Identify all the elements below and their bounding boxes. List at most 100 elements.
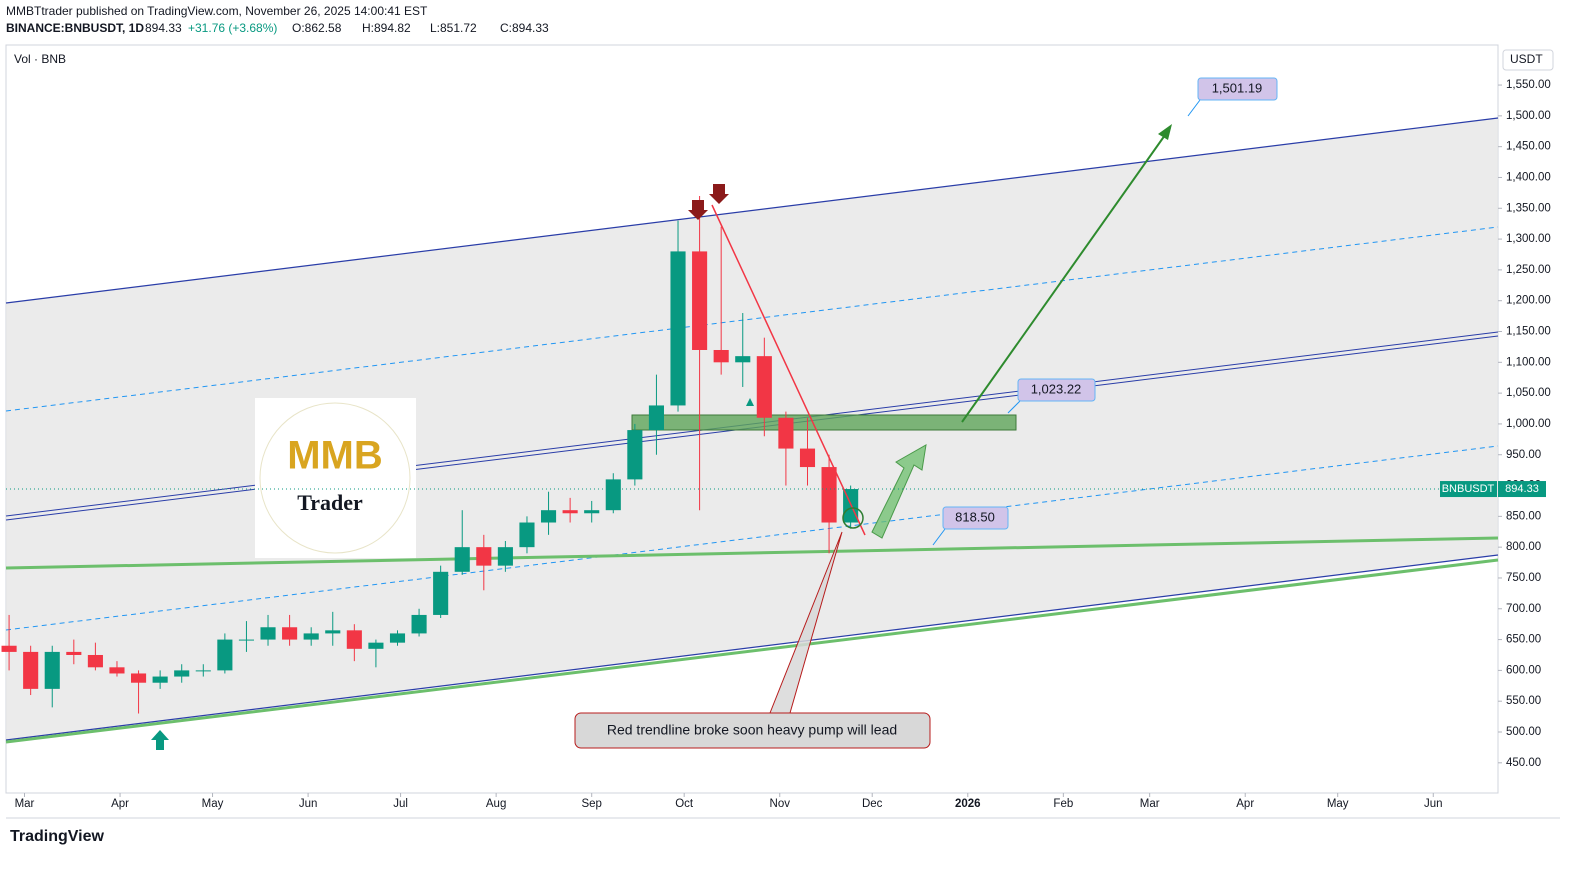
- x-tick-label: Mar: [1140, 798, 1160, 810]
- currency: USDT: [1510, 52, 1543, 66]
- low: L:851.72: [430, 21, 477, 35]
- publisher: MMBTtrader published on TradingView.com,…: [6, 4, 428, 18]
- candle-body: [756, 356, 772, 418]
- x-tick-label: Aug: [486, 798, 506, 810]
- x-tick-label: Sep: [581, 798, 601, 810]
- change: +31.76 (+3.68%): [188, 21, 277, 35]
- symbol-tag-text: BNBUSDT: [1442, 483, 1495, 495]
- candle-body: [605, 479, 621, 511]
- y-tick-label: 650.00: [1506, 634, 1541, 646]
- x-tick-label: May: [1327, 798, 1349, 810]
- support-line: [5, 558, 1499, 744]
- candle-body: [433, 571, 449, 615]
- candle-body: [217, 639, 233, 671]
- candle-body: [44, 651, 60, 689]
- down-arrow: [688, 200, 708, 220]
- channel-dash: [5, 445, 1499, 631]
- candle-body: [23, 651, 39, 689]
- channel-top: [5, 117, 1499, 304]
- candle-body: [87, 654, 103, 668]
- y-tick-label: 1,200.00: [1506, 295, 1551, 307]
- x-tick-label: Apr: [111, 798, 129, 810]
- target-arrow: [961, 127, 1171, 423]
- candle-body: [562, 510, 578, 514]
- last: 894.33: [145, 21, 182, 35]
- trendline: [711, 204, 866, 536]
- candle-body: [540, 510, 557, 523]
- x-tick-label: May: [202, 798, 224, 810]
- x-tick-label: Mar: [15, 798, 35, 810]
- candle-body: [476, 547, 492, 566]
- candle-body: [303, 633, 319, 640]
- candle-body: [174, 670, 190, 677]
- y-tick-label: 1,150.00: [1506, 326, 1551, 338]
- x-tick-label: Dec: [862, 798, 883, 810]
- y-tick-label: 1,550.00: [1506, 79, 1551, 91]
- candle-body: [648, 405, 664, 431]
- close: C:894.33: [500, 21, 549, 35]
- candle-body: [454, 547, 470, 572]
- highlight-circle: [842, 507, 864, 529]
- logo-top: MMB: [287, 434, 383, 478]
- candle-body: [627, 430, 643, 480]
- candle-body: [131, 673, 147, 683]
- candle-body: [821, 467, 837, 523]
- footer: TradingView: [10, 828, 105, 845]
- candle-body: [584, 510, 600, 514]
- y-tick-label: 1,450.00: [1506, 141, 1551, 153]
- price-label: [942, 506, 1009, 530]
- y-tick-label: 1,400.00: [1506, 172, 1551, 184]
- candle-body: [411, 614, 427, 634]
- candle-body: [497, 547, 513, 566]
- price-label-text: 818.50: [955, 509, 995, 524]
- candle-body: [389, 633, 406, 643]
- open: O:862.58: [292, 21, 342, 35]
- candle-body: [238, 639, 254, 641]
- label-leader: [1187, 99, 1201, 117]
- fat-arrow: [871, 444, 927, 539]
- label-leader: [1007, 400, 1021, 414]
- support-line: [5, 536, 1499, 570]
- up-arrow: [151, 730, 169, 750]
- high: H:894.82: [362, 21, 411, 35]
- candle-body: [282, 627, 298, 640]
- candle-body: [66, 651, 82, 655]
- price-tag-text: 894.33: [1505, 483, 1539, 495]
- label-leader: [932, 528, 946, 546]
- x-tick-label: Jul: [393, 798, 408, 810]
- callout-text: Red trendline broke soon heavy pump will…: [607, 722, 897, 738]
- x-tick-label: Jun: [299, 798, 318, 810]
- symbol-tag: [1440, 481, 1497, 498]
- y-tick-label: 1,100.00: [1506, 356, 1551, 368]
- price-label-text: 1,501.19: [1212, 80, 1263, 95]
- price-label: [1197, 77, 1278, 101]
- arrow-head: [1158, 124, 1172, 140]
- candle-body: [260, 627, 276, 640]
- y-tick-label: 800.00: [1506, 541, 1541, 553]
- y-tick-label: 550.00: [1506, 695, 1541, 707]
- y-tick-label: 1,000.00: [1506, 418, 1551, 430]
- channel-bottom: [5, 554, 1499, 741]
- currency-box: [1502, 49, 1554, 71]
- price-label-text: 1,023.22: [1031, 381, 1082, 396]
- price-tag: [1498, 481, 1546, 498]
- candle-body: [195, 670, 211, 672]
- x-tick-label: 2026: [955, 798, 981, 810]
- volume-label: Vol · BNB: [14, 52, 66, 66]
- candle-body: [799, 448, 816, 468]
- zone: [631, 414, 1017, 431]
- price-label: [1017, 378, 1096, 402]
- symbol: BINANCE:BNBUSDT, 1D: [6, 21, 144, 35]
- candle-body: [713, 349, 729, 363]
- x-tick-label: Jun: [1424, 798, 1443, 810]
- y-tick-label: 1,050.00: [1506, 387, 1551, 399]
- y-tick-label: 450.00: [1506, 757, 1541, 769]
- candle-body: [346, 630, 362, 649]
- x-tick-label: Oct: [675, 798, 694, 810]
- callout: [574, 712, 931, 749]
- candles: [1, 195, 859, 714]
- candle-body: [692, 251, 708, 350]
- y-tick-label: 1,500.00: [1506, 110, 1551, 122]
